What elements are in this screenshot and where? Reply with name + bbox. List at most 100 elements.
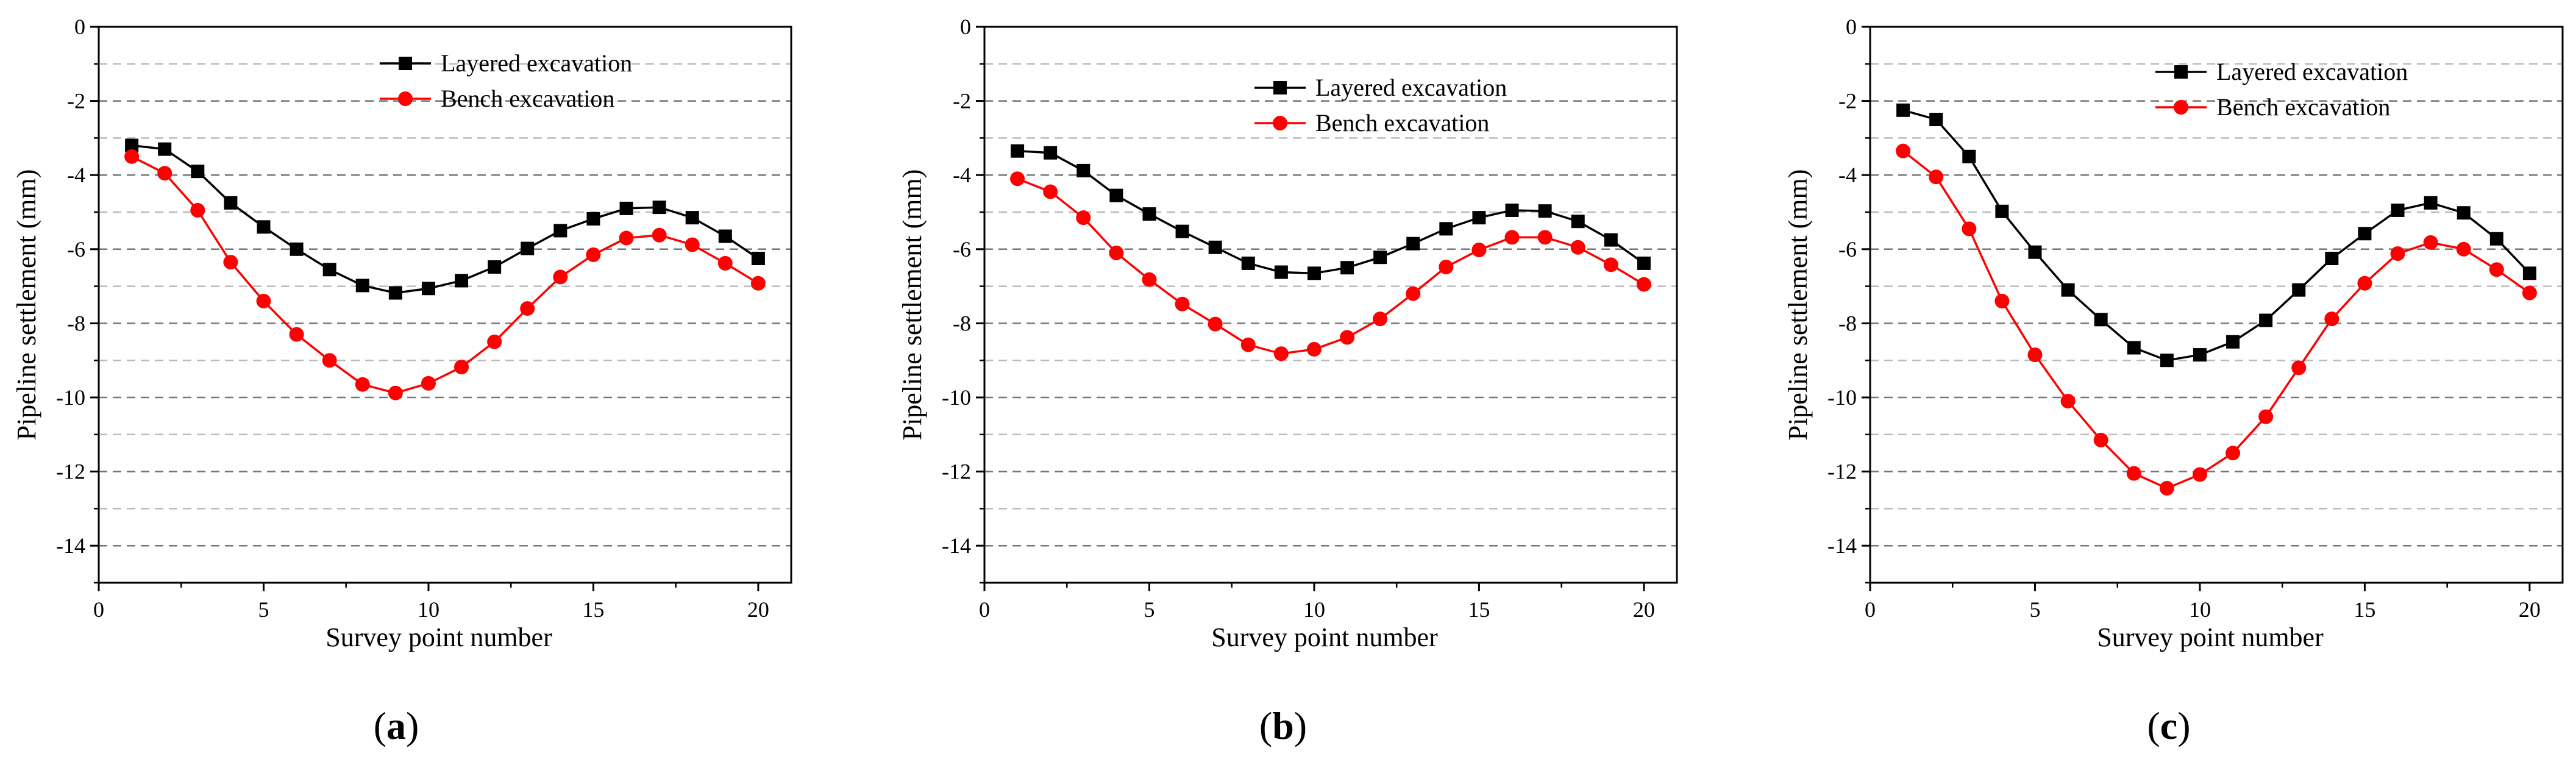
legend-label-layered: Layered excavation	[2216, 58, 2408, 85]
data-point-layered	[2259, 313, 2273, 327]
data-point-bench	[2324, 311, 2339, 327]
x-tick-label: 0	[1865, 597, 1876, 622]
data-point-layered	[388, 286, 402, 300]
data-point-bench	[1273, 346, 1289, 361]
y-tick-label: 0	[960, 15, 971, 39]
data-point-bench	[520, 301, 535, 316]
legend-label-bench: Bench excavation	[1315, 109, 1489, 137]
data-point-layered	[2127, 341, 2141, 355]
data-point-bench	[1504, 230, 1520, 245]
data-point-layered	[488, 260, 502, 274]
legend-marker-layered	[2174, 65, 2188, 79]
y-tick-label: -8	[67, 311, 85, 335]
data-point-layered	[2489, 232, 2503, 246]
data-point-layered	[1505, 203, 1519, 217]
data-point-layered	[521, 241, 535, 255]
data-point-bench	[1994, 293, 2010, 308]
data-point-bench	[1340, 330, 1355, 345]
y-tick-label: -4	[953, 163, 971, 187]
y-tick-label: -6	[953, 237, 971, 262]
data-point-layered	[2522, 266, 2536, 280]
y-tick-label: -2	[67, 89, 85, 113]
data-point-layered	[751, 252, 765, 265]
legend-marker-bench	[2174, 100, 2188, 115]
data-point-bench	[388, 385, 403, 400]
y-tick-label: 0	[1846, 15, 1857, 39]
chart-panel-b: 0 -2 -4 -6 -8 -10 -12 -14 0 5 10 15 20 Survey point n…	[897, 15, 1678, 747]
data-point-layered	[718, 229, 732, 243]
data-point-layered	[421, 282, 435, 296]
data-point-bench	[2192, 467, 2207, 482]
plot-frame	[98, 26, 792, 584]
data-point-bench	[1471, 243, 1487, 258]
data-point-bench	[717, 255, 733, 271]
x-tick-label: 5	[2029, 597, 2040, 622]
data-point-bench	[1240, 337, 1256, 352]
data-point-layered	[1472, 211, 1486, 225]
data-point-layered	[224, 196, 238, 210]
data-point-layered	[1439, 222, 1453, 236]
data-point-layered	[586, 212, 600, 226]
data-point-bench	[1570, 240, 1585, 255]
data-point-layered	[1637, 256, 1651, 270]
panel-label: (c)	[2147, 704, 2190, 747]
y-tick-label: -8	[953, 311, 971, 335]
y-tick-label: -4	[1838, 163, 1857, 187]
x-tick-label: 0	[979, 597, 990, 622]
data-point-layered	[1307, 266, 1321, 280]
panel-label: (b)	[1259, 704, 1307, 747]
plot-frame	[983, 26, 1678, 584]
y-tick-label: -12	[56, 460, 85, 484]
data-point-bench	[652, 227, 667, 243]
data-point-layered	[1406, 237, 1420, 251]
data-point-layered	[2094, 313, 2108, 327]
data-point-layered	[125, 138, 139, 152]
y-tick-label: -12	[1827, 460, 1857, 484]
y-tick-label: -10	[942, 385, 971, 410]
data-point-layered	[2424, 196, 2438, 210]
x-tick-label: 0	[93, 597, 104, 622]
x-tick-label: 15	[582, 597, 604, 622]
panel-label: (a)	[374, 704, 419, 747]
y-axis-label: Pipeline settlement (mm)	[12, 169, 41, 441]
data-point-layered	[1929, 113, 1943, 126]
data-point-layered	[553, 224, 568, 238]
data-point-bench	[1010, 171, 1025, 187]
x-tick-label: 20	[2519, 597, 2541, 622]
data-point-layered	[2226, 335, 2240, 349]
data-point-layered	[1208, 240, 1222, 254]
x-tick-label: 10	[418, 597, 439, 622]
data-point-bench	[322, 353, 337, 368]
data-point-bench	[157, 166, 173, 181]
data-point-layered	[1142, 207, 1156, 221]
data-point-bench	[553, 269, 568, 285]
y-axis-label: Pipeline settlement (mm)	[897, 169, 927, 441]
data-point-layered	[2358, 227, 2372, 241]
data-point-layered	[2028, 245, 2042, 259]
y-tick-label: -2	[953, 89, 971, 113]
data-point-layered	[685, 211, 699, 225]
data-point-layered	[1896, 103, 1910, 117]
data-point-layered	[455, 274, 469, 288]
data-point-bench	[2126, 466, 2141, 481]
data-point-bench	[124, 149, 140, 164]
data-point-bench	[2027, 347, 2043, 363]
x-tick-label: 20	[1633, 597, 1655, 622]
data-point-bench	[2390, 246, 2405, 262]
legend-label-bench: Bench excavation	[2216, 93, 2390, 121]
data-point-layered	[158, 142, 172, 156]
data-point-bench	[619, 230, 634, 246]
chart-panel-c: 0 -2 -4 -6 -8 -10 -12 -14 0 5 10 15 20 Survey point n…	[1783, 15, 2564, 747]
data-point-layered	[191, 165, 205, 179]
y-tick-label: -12	[942, 460, 971, 484]
data-point-layered	[1373, 251, 1387, 265]
y-tick-label: -8	[1838, 311, 1857, 335]
data-point-layered	[1340, 261, 1354, 275]
data-point-layered	[2160, 354, 2174, 368]
data-point-bench	[1929, 169, 1944, 185]
y-tick-label: -6	[1838, 237, 1857, 262]
data-point-bench	[2357, 276, 2372, 291]
data-point-bench	[355, 377, 370, 392]
x-tick-label: 5	[1144, 597, 1155, 622]
series-line-bench	[131, 155, 759, 394]
